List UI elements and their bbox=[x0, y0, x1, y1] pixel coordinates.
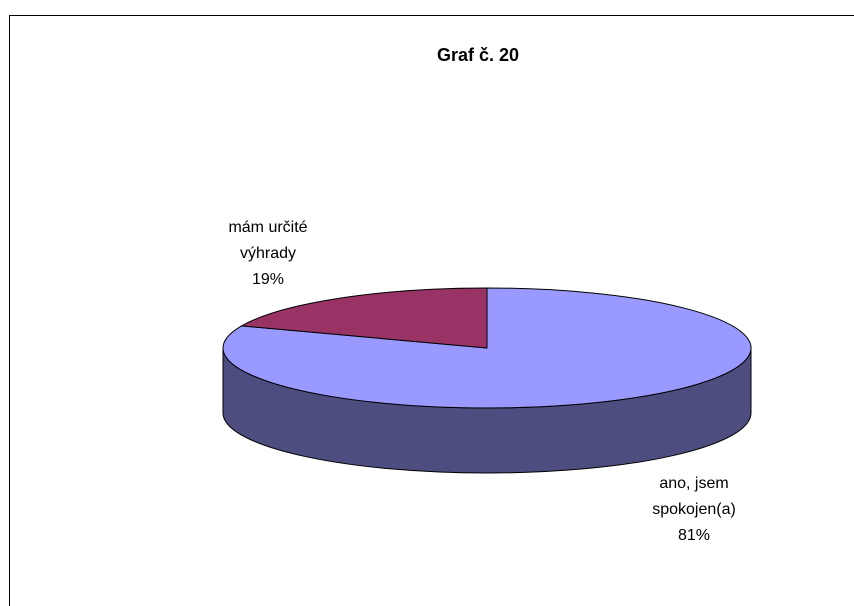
slice-value: 19% bbox=[251, 271, 285, 288]
slice-category: mám určité výhrady bbox=[228, 219, 308, 262]
slice-value: 81% bbox=[677, 527, 711, 544]
slice-label: mám určité výhrady 19% bbox=[213, 215, 323, 293]
slice-category: ano, jsem spokojen(a) bbox=[652, 475, 736, 518]
chart-title: Graf č. 20 bbox=[437, 45, 519, 65]
slice-label: ano, jsem spokojen(a) 81% bbox=[639, 471, 749, 549]
pie-slice bbox=[239, 287, 488, 349]
